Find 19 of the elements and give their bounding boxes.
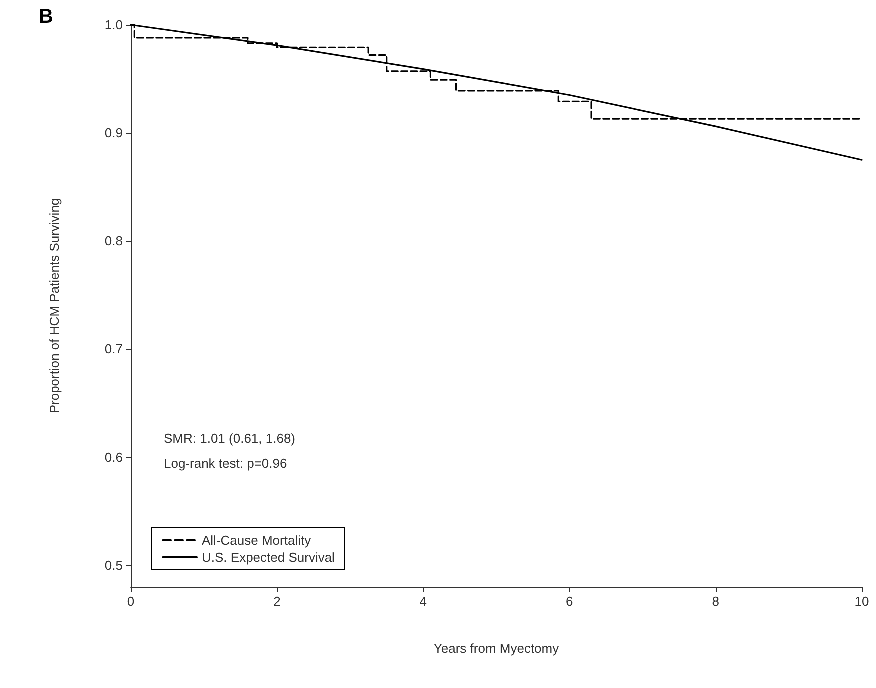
legend-label: U.S. Expected Survival bbox=[202, 550, 336, 565]
y-tick-label: 0.6 bbox=[104, 450, 123, 465]
annotation: Log-rank test: p=0.96 bbox=[164, 456, 288, 471]
x-tick-label: 4 bbox=[420, 594, 428, 609]
y-axis-title: Proportion of HCM Patients Surviving bbox=[47, 198, 62, 414]
chart-title: B bbox=[39, 6, 54, 28]
y-tick-label: 0.7 bbox=[104, 342, 123, 357]
y-tick-label: 0.8 bbox=[104, 234, 123, 249]
x-tick-label: 2 bbox=[274, 594, 281, 609]
annotation: SMR: 1.01 (0.61, 1.68) bbox=[164, 431, 296, 446]
y-tick-label: 0.5 bbox=[104, 558, 123, 573]
y-tick-label: 0.9 bbox=[104, 126, 123, 141]
x-tick-label: 8 bbox=[712, 594, 720, 609]
x-tick-label: 6 bbox=[566, 594, 574, 609]
x-tick-label: 0 bbox=[127, 594, 135, 609]
legend-label: All-Cause Mortality bbox=[202, 533, 312, 548]
x-tick-label: 10 bbox=[854, 594, 870, 609]
y-tick-label: 1.0 bbox=[104, 18, 123, 32]
x-axis-title: Years from Myectomy bbox=[434, 641, 560, 656]
